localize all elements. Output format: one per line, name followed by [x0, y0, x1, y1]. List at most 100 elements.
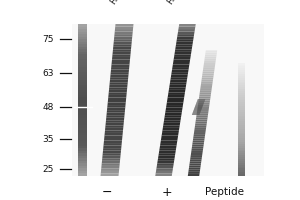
- Polygon shape: [175, 52, 191, 54]
- Polygon shape: [78, 27, 87, 29]
- Polygon shape: [160, 141, 177, 143]
- Polygon shape: [203, 67, 215, 69]
- Polygon shape: [102, 158, 120, 161]
- Polygon shape: [108, 97, 126, 100]
- Polygon shape: [78, 57, 87, 59]
- Text: 48: 48: [43, 102, 54, 112]
- Polygon shape: [238, 74, 245, 76]
- Polygon shape: [109, 90, 127, 92]
- Polygon shape: [114, 34, 133, 37]
- Polygon shape: [78, 72, 87, 75]
- Polygon shape: [167, 97, 184, 100]
- Polygon shape: [238, 108, 245, 110]
- Polygon shape: [161, 138, 178, 141]
- Polygon shape: [78, 130, 87, 133]
- Text: 63: 63: [43, 68, 54, 77]
- Polygon shape: [111, 67, 129, 70]
- Polygon shape: [201, 80, 213, 82]
- Polygon shape: [194, 109, 202, 110]
- Polygon shape: [238, 116, 245, 117]
- Polygon shape: [113, 42, 132, 44]
- Polygon shape: [238, 148, 245, 150]
- Polygon shape: [106, 120, 124, 123]
- Polygon shape: [196, 103, 204, 104]
- Polygon shape: [78, 24, 87, 27]
- Polygon shape: [78, 87, 87, 90]
- Polygon shape: [238, 85, 245, 87]
- Polygon shape: [238, 138, 245, 140]
- Polygon shape: [114, 37, 132, 39]
- Polygon shape: [163, 125, 180, 128]
- Polygon shape: [238, 146, 245, 148]
- Polygon shape: [107, 110, 125, 113]
- Polygon shape: [78, 34, 87, 37]
- Polygon shape: [201, 84, 212, 86]
- Polygon shape: [78, 59, 87, 62]
- Polygon shape: [238, 157, 245, 159]
- Polygon shape: [164, 120, 181, 123]
- Polygon shape: [190, 161, 201, 163]
- Polygon shape: [199, 94, 211, 96]
- Polygon shape: [202, 78, 213, 80]
- Polygon shape: [78, 146, 87, 148]
- Polygon shape: [197, 101, 205, 102]
- Polygon shape: [78, 97, 87, 100]
- Polygon shape: [238, 97, 245, 99]
- Polygon shape: [110, 82, 128, 85]
- Polygon shape: [106, 118, 124, 120]
- Polygon shape: [109, 92, 127, 95]
- Polygon shape: [194, 134, 205, 136]
- Polygon shape: [238, 167, 245, 168]
- Polygon shape: [113, 44, 131, 47]
- Polygon shape: [163, 128, 179, 130]
- Polygon shape: [201, 82, 213, 84]
- Polygon shape: [171, 75, 188, 77]
- Polygon shape: [163, 123, 180, 125]
- Polygon shape: [161, 135, 178, 138]
- Polygon shape: [167, 103, 183, 105]
- Polygon shape: [238, 170, 245, 172]
- Polygon shape: [165, 113, 182, 115]
- Polygon shape: [238, 68, 245, 70]
- Polygon shape: [194, 108, 202, 109]
- Polygon shape: [78, 75, 87, 77]
- Polygon shape: [197, 100, 205, 101]
- Polygon shape: [157, 166, 173, 168]
- Polygon shape: [78, 67, 87, 70]
- Polygon shape: [109, 85, 128, 87]
- Polygon shape: [194, 110, 201, 111]
- Polygon shape: [189, 163, 201, 166]
- Polygon shape: [192, 114, 200, 115]
- Polygon shape: [188, 172, 200, 174]
- Polygon shape: [238, 72, 245, 74]
- Polygon shape: [203, 65, 215, 67]
- Polygon shape: [107, 108, 125, 110]
- Polygon shape: [109, 87, 127, 90]
- Polygon shape: [238, 89, 245, 91]
- Polygon shape: [202, 76, 214, 78]
- Polygon shape: [172, 65, 189, 67]
- Polygon shape: [110, 75, 128, 77]
- Polygon shape: [196, 104, 203, 105]
- Polygon shape: [169, 90, 185, 92]
- Text: +: +: [161, 186, 172, 198]
- Polygon shape: [115, 27, 133, 29]
- Polygon shape: [204, 61, 216, 63]
- Polygon shape: [78, 49, 87, 52]
- Polygon shape: [238, 70, 245, 72]
- Polygon shape: [78, 54, 87, 57]
- Polygon shape: [115, 29, 133, 32]
- Polygon shape: [238, 99, 245, 100]
- Polygon shape: [156, 171, 172, 173]
- Polygon shape: [204, 59, 216, 61]
- Polygon shape: [238, 63, 245, 65]
- Polygon shape: [105, 125, 124, 128]
- Polygon shape: [238, 123, 245, 125]
- Polygon shape: [101, 168, 119, 171]
- Polygon shape: [238, 133, 245, 134]
- Polygon shape: [78, 80, 87, 82]
- Polygon shape: [200, 88, 212, 90]
- Polygon shape: [78, 92, 87, 95]
- Polygon shape: [238, 125, 245, 127]
- Polygon shape: [197, 111, 208, 113]
